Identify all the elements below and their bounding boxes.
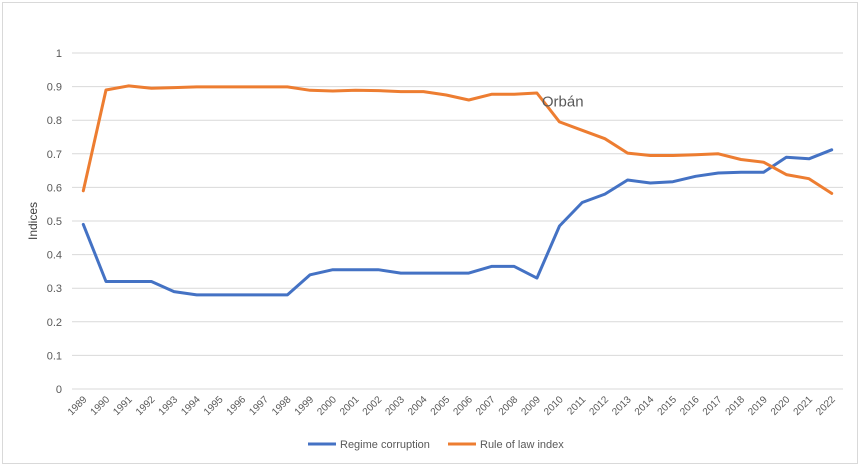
y-tick-label: 0.1 <box>47 350 62 362</box>
x-tick-label: 2000 <box>315 394 339 418</box>
x-tick-label: 2007 <box>474 394 498 418</box>
x-tick-label: 2015 <box>656 394 680 418</box>
x-tick-label: 2009 <box>519 394 543 418</box>
series-lines <box>81 84 834 297</box>
x-tick-label: 2016 <box>678 394 702 418</box>
y-tick-label: 0.8 <box>47 115 62 127</box>
x-tick-label: 2003 <box>383 394 407 418</box>
x-tick-label: 2018 <box>724 394 748 418</box>
x-tick-labels: 1989 1990 1991 1992 1993 1994 1995 1996 1997 1998… <box>66 394 838 418</box>
x-tick-label: 1995 <box>202 394 226 418</box>
y-tick-label: 0.7 <box>47 149 62 161</box>
series-line-1 <box>81 84 834 195</box>
x-tick-label: 1997 <box>247 394 271 418</box>
x-tick-label: 2006 <box>451 394 475 418</box>
x-tick-label: 2014 <box>633 394 657 418</box>
grid-lines <box>72 52 843 390</box>
x-tick-label: 1999 <box>293 394 317 418</box>
x-tick-label: 1996 <box>225 394 249 418</box>
x-tick-label: 2022 <box>814 394 838 418</box>
x-tick-label: 2017 <box>701 394 725 418</box>
x-tick-label: 2019 <box>746 394 770 418</box>
legend-label: Rule of law index <box>480 439 564 451</box>
x-tick-label: 1998 <box>270 394 294 418</box>
y-tick-label: 0.5 <box>47 216 62 228</box>
y-axis-title: Indices <box>26 202 40 240</box>
y-tick-labels: 0 0.1 0.2 0.3 0.4 0.5 0.6 0.7 0.8 0.9 1 <box>47 48 62 396</box>
x-tick-label: 1989 <box>66 394 90 418</box>
x-tick-label: 1994 <box>179 394 203 418</box>
legend-label: Regime corruption <box>340 439 430 451</box>
y-tick-label: 0.6 <box>47 182 62 194</box>
x-tick-label: 2012 <box>588 394 612 418</box>
x-tick-label: 2001 <box>338 394 362 418</box>
x-tick-label: 2013 <box>610 394 634 418</box>
x-tick-label: 2021 <box>792 394 816 418</box>
x-tick-label: 1991 <box>111 394 135 418</box>
x-tick-label: 1990 <box>89 394 113 418</box>
legend: Regime corruption Rule of law index <box>308 439 564 451</box>
x-tick-label: 2008 <box>497 394 521 418</box>
x-tick-label: 2004 <box>406 394 430 418</box>
annotation-label: Orbán <box>542 93 584 110</box>
x-tick-label: 2011 <box>565 394 588 417</box>
x-tick-label: 1993 <box>157 394 181 418</box>
y-tick-label: 0.3 <box>47 283 62 295</box>
series-line-0 <box>81 148 834 297</box>
x-tick-label: 2002 <box>361 394 385 418</box>
y-tick-label: 1 <box>56 48 62 60</box>
y-tick-label: 0 <box>56 384 62 396</box>
y-tick-label: 0.2 <box>47 317 62 329</box>
x-tick-label: 2010 <box>542 394 566 418</box>
x-tick-label: 2005 <box>429 394 453 418</box>
y-tick-label: 0.4 <box>47 250 62 262</box>
x-tick-label: 1992 <box>134 394 158 418</box>
y-tick-label: 0.9 <box>47 82 62 94</box>
x-tick-label: 2020 <box>769 394 793 418</box>
